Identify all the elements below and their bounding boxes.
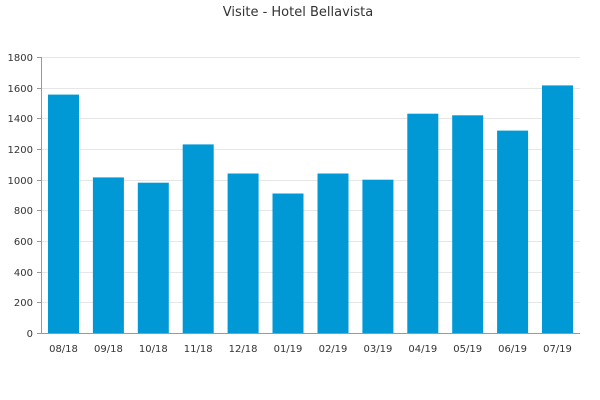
x-tick-label: 09/18 [94,344,123,355]
x-tick-label: 07/19 [543,344,572,355]
x-tick-label: 11/18 [184,344,213,355]
y-tick-label: 1600 [8,84,33,95]
bar-10-18 [137,182,169,333]
bar-06-19 [497,130,529,333]
y-tick-label: 1800 [8,53,33,64]
x-tick-label: 06/19 [498,344,527,355]
bar-04-19 [407,113,439,333]
x-tick-label: 12/18 [229,344,258,355]
bar-12-18 [227,173,259,333]
bar-07-19 [542,85,573,334]
bars [48,85,573,334]
y-tick-label: 800 [14,206,33,217]
bar-01-19 [272,193,304,333]
x-tick-label: 02/19 [319,344,348,355]
bar-03-19 [362,179,394,333]
gridlines [41,57,580,303]
y-tick-label: 400 [14,268,33,279]
bar-09-18 [92,177,124,333]
y-tick-label: 200 [14,298,33,309]
x-tick-label: 01/19 [274,344,303,355]
y-axis-ticks: 0 200 400 600 800 1000 1200 1400 1600 1800 [8,53,41,340]
x-tick-label: 05/19 [453,344,482,355]
y-tick-label: 0 [27,329,33,340]
y-tick-label: 600 [14,237,33,248]
chart-title: Visite - Hotel Bellavista [223,5,373,20]
bar-05-19 [452,115,484,333]
bar-02-19 [317,173,349,333]
bar-11-18 [182,144,214,333]
x-tick-label: 10/18 [139,344,168,355]
x-tick-label: 08/18 [49,344,78,355]
y-tick-label: 1200 [8,145,33,156]
x-axis-ticks: 08/18 09/18 10/18 11/18 12/18 01/19 02/19 03/19… [49,344,572,355]
y-tick-label: 1400 [8,114,33,125]
x-tick-label: 04/19 [408,344,437,355]
bar-08-18 [48,94,79,333]
y-tick-label: 1000 [8,176,33,187]
x-tick-label: 03/19 [363,344,392,355]
